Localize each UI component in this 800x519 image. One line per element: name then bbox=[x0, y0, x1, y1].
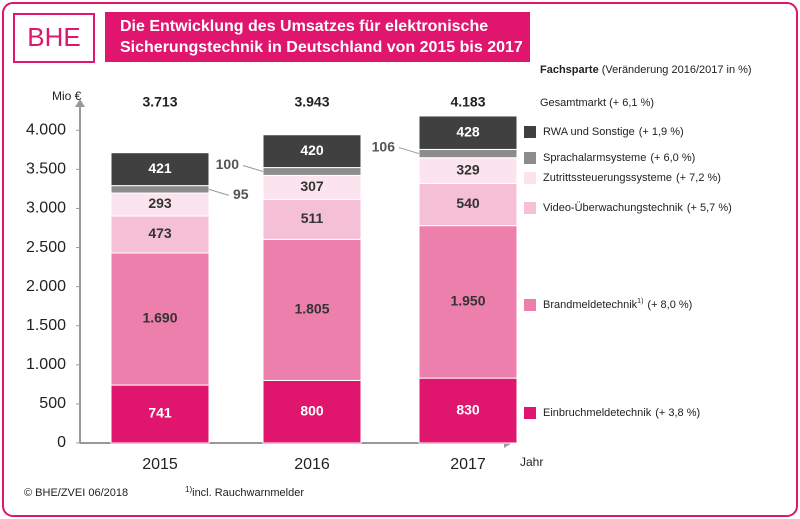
legend-change: (+ 6,1 %) bbox=[609, 97, 654, 109]
legend-name: Video-Überwachungstechnik bbox=[543, 202, 683, 214]
y-tick-label: 3.000 bbox=[26, 200, 66, 217]
x-tick-label: 2016 bbox=[294, 456, 330, 473]
chart-title: Sicherungstechnik in Deutschland von 201… bbox=[120, 39, 523, 56]
value-label: 540 bbox=[456, 195, 480, 211]
legend-name: Brandmeldetechnik bbox=[543, 299, 638, 311]
legend-subtitle: (Veränderung 2016/2017 in %) bbox=[602, 64, 752, 76]
legend-name: RWA und Sonstige bbox=[543, 126, 635, 138]
footnote-text: incl. Rauchwarnmelder bbox=[192, 487, 304, 499]
legend-title: Fachsparte bbox=[540, 64, 599, 76]
bar-segment bbox=[262, 134, 362, 169]
legend-change: (+ 6,0 %) bbox=[650, 152, 695, 164]
bar-segment bbox=[110, 215, 210, 254]
bar-segment bbox=[418, 157, 518, 184]
leader-line bbox=[208, 188, 230, 196]
value-label: 1.690 bbox=[142, 310, 177, 326]
total-label: 3.713 bbox=[142, 94, 177, 110]
legend-swatch bbox=[524, 172, 536, 184]
footnote: 1)incl. Rauchwarnmelder bbox=[185, 485, 304, 499]
value-label: 420 bbox=[300, 142, 324, 158]
value-label: 428 bbox=[456, 123, 480, 139]
bar-segment bbox=[418, 377, 518, 444]
leader-line bbox=[398, 147, 420, 155]
legend-entry: Einbruchmeldetechnik (+ 3,8 %) bbox=[543, 407, 700, 419]
total-label: 3.943 bbox=[294, 94, 329, 110]
bar-segment bbox=[262, 379, 362, 444]
legend-name: Einbruchmeldetechnik bbox=[543, 407, 652, 419]
x-tick-label: 2015 bbox=[142, 456, 178, 473]
legend-change: (+ 7,2 %) bbox=[676, 172, 721, 184]
value-label: 100 bbox=[216, 156, 240, 172]
y-tick-label: 500 bbox=[39, 395, 66, 412]
bar-segment bbox=[262, 198, 362, 240]
chart-title: Die Entwicklung des Umsatzes für elektro… bbox=[120, 18, 488, 35]
y-tick-label: 2.000 bbox=[26, 278, 66, 295]
legend-change: (+ 3,8 %) bbox=[655, 407, 700, 419]
y-axis-label: Mio € bbox=[52, 89, 82, 103]
value-label: 473 bbox=[148, 225, 172, 241]
y-tick-label: 0 bbox=[57, 434, 66, 451]
legend-entry: Sprachalarmsysteme (+ 6,0 %) bbox=[543, 152, 695, 164]
legend-entry: Brandmeldetechnik1) (+ 8,0 %) bbox=[543, 298, 692, 311]
legend-name: Gesamtmarkt bbox=[540, 97, 606, 109]
value-label: 293 bbox=[148, 195, 172, 211]
y-tick-label: 1.500 bbox=[26, 317, 66, 334]
legend-heading: Fachsparte (Veränderung 2016/2017 in %) bbox=[540, 64, 752, 76]
legend-entry: RWA und Sonstige (+ 1,9 %) bbox=[543, 126, 684, 138]
source: © BHE/ZVEI 06/2018 bbox=[24, 487, 128, 499]
bar-segment bbox=[418, 148, 518, 159]
y-tick-label: 1.000 bbox=[26, 356, 66, 373]
legend-name: Sprachalarmsysteme bbox=[543, 152, 646, 164]
value-label: 741 bbox=[148, 405, 172, 421]
bar-segment bbox=[418, 115, 518, 150]
value-label: 106 bbox=[372, 138, 396, 154]
y-tick-label: 3.500 bbox=[26, 161, 66, 178]
legend-swatch bbox=[524, 152, 536, 164]
legend-change: (+ 5,7 %) bbox=[687, 202, 732, 214]
legend-swatch bbox=[524, 126, 536, 138]
value-label: 95 bbox=[233, 186, 249, 202]
x-tick-label: 2017 bbox=[450, 456, 486, 473]
legend-entry: Zutrittssteuerungssysteme (+ 7,2 %) bbox=[543, 172, 721, 184]
y-tick-label: 4.000 bbox=[26, 121, 66, 138]
title-banner bbox=[105, 12, 530, 62]
legend-swatch bbox=[524, 299, 536, 311]
value-label: 329 bbox=[456, 161, 480, 177]
value-label: 421 bbox=[148, 160, 172, 176]
bar-segment bbox=[262, 238, 362, 381]
value-label: 307 bbox=[300, 178, 324, 194]
leader-line bbox=[242, 164, 264, 172]
value-label: 1.950 bbox=[450, 293, 485, 309]
logo: BHE bbox=[27, 22, 80, 52]
bar-segment bbox=[262, 174, 362, 200]
legend-swatch bbox=[524, 202, 536, 214]
legend-change: (+ 1,9 %) bbox=[639, 126, 684, 138]
logo-box bbox=[13, 13, 95, 63]
legend-change: (+ 8,0 %) bbox=[647, 299, 692, 311]
bar-segment bbox=[418, 182, 518, 227]
bar-segment bbox=[110, 185, 210, 194]
value-label: 800 bbox=[300, 402, 324, 418]
legend-entry: Gesamtmarkt (+ 6,1 %) bbox=[540, 97, 654, 109]
total-label: 4.183 bbox=[450, 94, 485, 110]
bar-segment bbox=[418, 225, 518, 379]
legend-swatch bbox=[524, 407, 536, 419]
bar-segment bbox=[110, 152, 210, 187]
y-tick-label: 2.500 bbox=[26, 239, 66, 256]
legend-footnote-mark: 1) bbox=[637, 298, 643, 305]
footnote-mark: 1) bbox=[185, 485, 192, 494]
value-label: 511 bbox=[301, 210, 324, 226]
y-axis-arrow bbox=[75, 99, 85, 107]
value-label: 1.805 bbox=[294, 301, 329, 317]
bar-segment bbox=[262, 167, 362, 176]
legend-entry: Video-Überwachungstechnik (+ 5,7 %) bbox=[543, 202, 732, 214]
bar-segment bbox=[110, 252, 210, 386]
bar-segment bbox=[110, 384, 210, 444]
x-axis-label: Jahr bbox=[520, 455, 543, 469]
legend-name: Zutrittssteuerungssysteme bbox=[543, 172, 672, 184]
value-label: 830 bbox=[456, 401, 480, 417]
